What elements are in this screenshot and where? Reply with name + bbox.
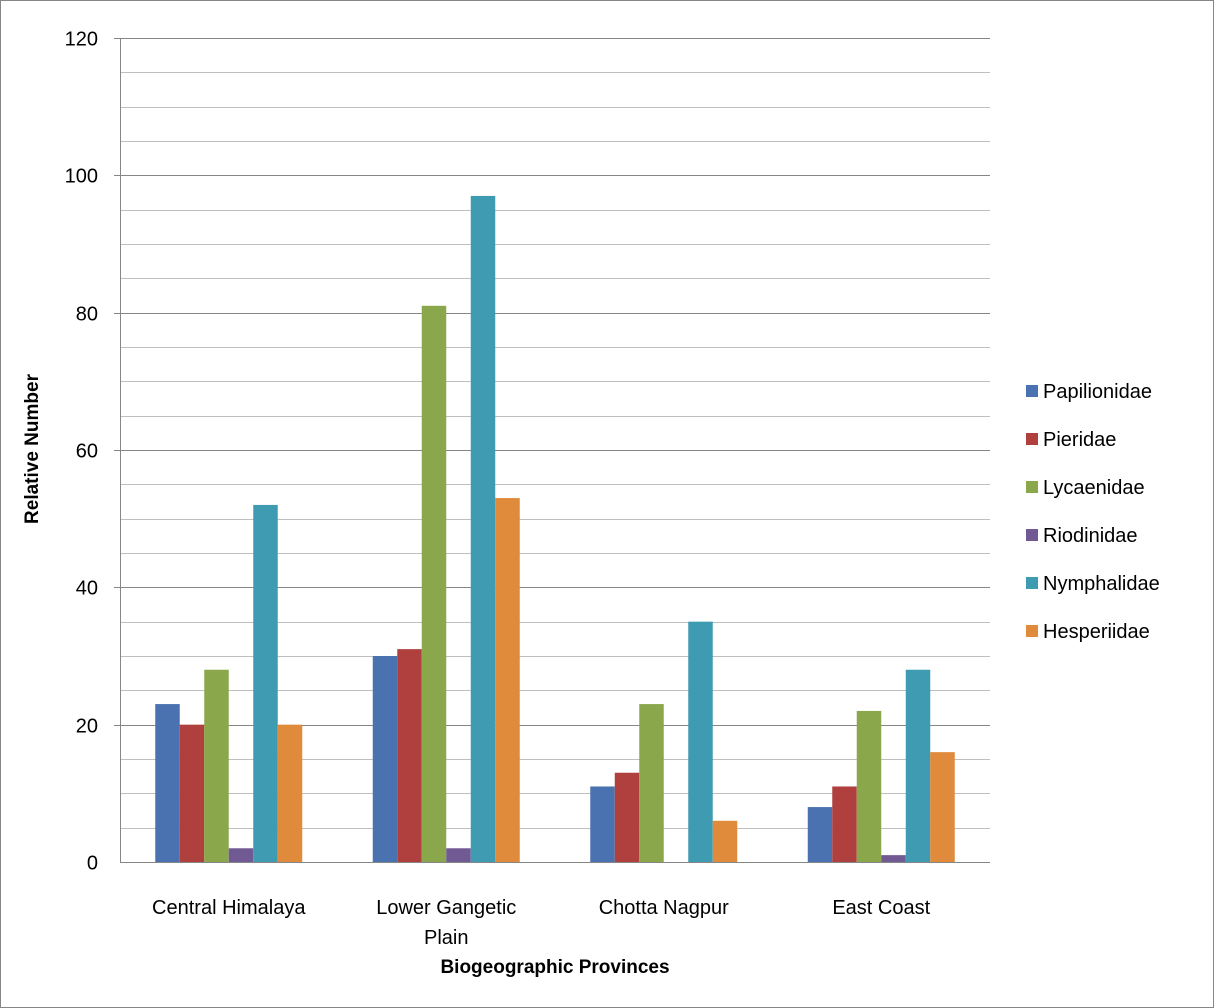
x-category-label: Central Himalaya: [152, 897, 306, 919]
bar-lycaenidae: [204, 669, 229, 862]
gridlines: [114, 38, 990, 829]
bar-riodinidae: [446, 848, 471, 862]
bar-riodinidae: [881, 855, 906, 862]
y-tick-label: 100: [65, 166, 98, 188]
x-axis-title: Biogeographic Provinces: [440, 957, 669, 978]
bar-nymphalidae: [470, 195, 496, 862]
legend-swatch: [1026, 529, 1038, 541]
bar-hesperiidae: [495, 498, 520, 862]
legend-swatch: [1026, 385, 1038, 397]
bar-pieridae: [397, 649, 422, 862]
y-tick-label: 120: [65, 29, 98, 51]
y-tick-label: 60: [76, 441, 98, 463]
bar-hesperiidae: [930, 752, 955, 862]
legend-swatch: [1026, 577, 1038, 589]
bar-nymphalidae: [905, 669, 931, 862]
y-axis-title: Relative Number: [22, 373, 43, 524]
bar-hesperiidae: [712, 820, 738, 862]
legend-label: Lycaenidae: [1043, 477, 1145, 499]
x-category-label: Chotta Nagpur: [599, 897, 729, 919]
legend-label: Pieridae: [1043, 429, 1116, 451]
bar-hesperiidae: [277, 724, 303, 862]
bar-papilionidae: [807, 807, 833, 862]
bar-riodinidae: [228, 848, 254, 862]
bar-nymphalidae: [688, 621, 713, 862]
legend-swatch: [1026, 433, 1038, 445]
legend-label: Papilionidae: [1043, 381, 1152, 403]
bars: [155, 195, 955, 862]
bar-pieridae: [179, 724, 205, 862]
legend-label: Nymphalidae: [1043, 573, 1160, 595]
legend-label: Hesperiidae: [1043, 621, 1150, 643]
y-tick-label: 0: [87, 853, 98, 875]
bar-lycaenidae: [421, 305, 447, 862]
bar-pieridae: [832, 786, 857, 862]
bar-nymphalidae: [253, 504, 278, 862]
x-category-label: Plain: [424, 927, 468, 949]
bar-pieridae: [614, 772, 640, 862]
axes: 0 20 40 60 80 100 120 Central Himalaya Lower Gan…: [65, 29, 990, 949]
legend-swatch: [1026, 481, 1038, 493]
y-tick-label: 40: [76, 578, 98, 600]
bar-lycaenidae: [639, 704, 664, 862]
legend-label: Riodinidae: [1043, 525, 1138, 547]
bar-papilionidae: [590, 786, 615, 862]
bar-lycaenidae: [856, 710, 882, 862]
y-tick-label: 80: [76, 304, 98, 326]
legend: Papilionidae Pieridae Lycaenidae Riodinidae…: [1026, 381, 1160, 643]
bar-papilionidae: [155, 704, 180, 862]
y-tick-label: 20: [76, 716, 98, 738]
bar-papilionidae: [372, 656, 398, 862]
x-category-label: East Coast: [832, 897, 930, 919]
legend-swatch: [1026, 625, 1038, 637]
x-category-label: Lower Gangetic: [376, 897, 516, 919]
